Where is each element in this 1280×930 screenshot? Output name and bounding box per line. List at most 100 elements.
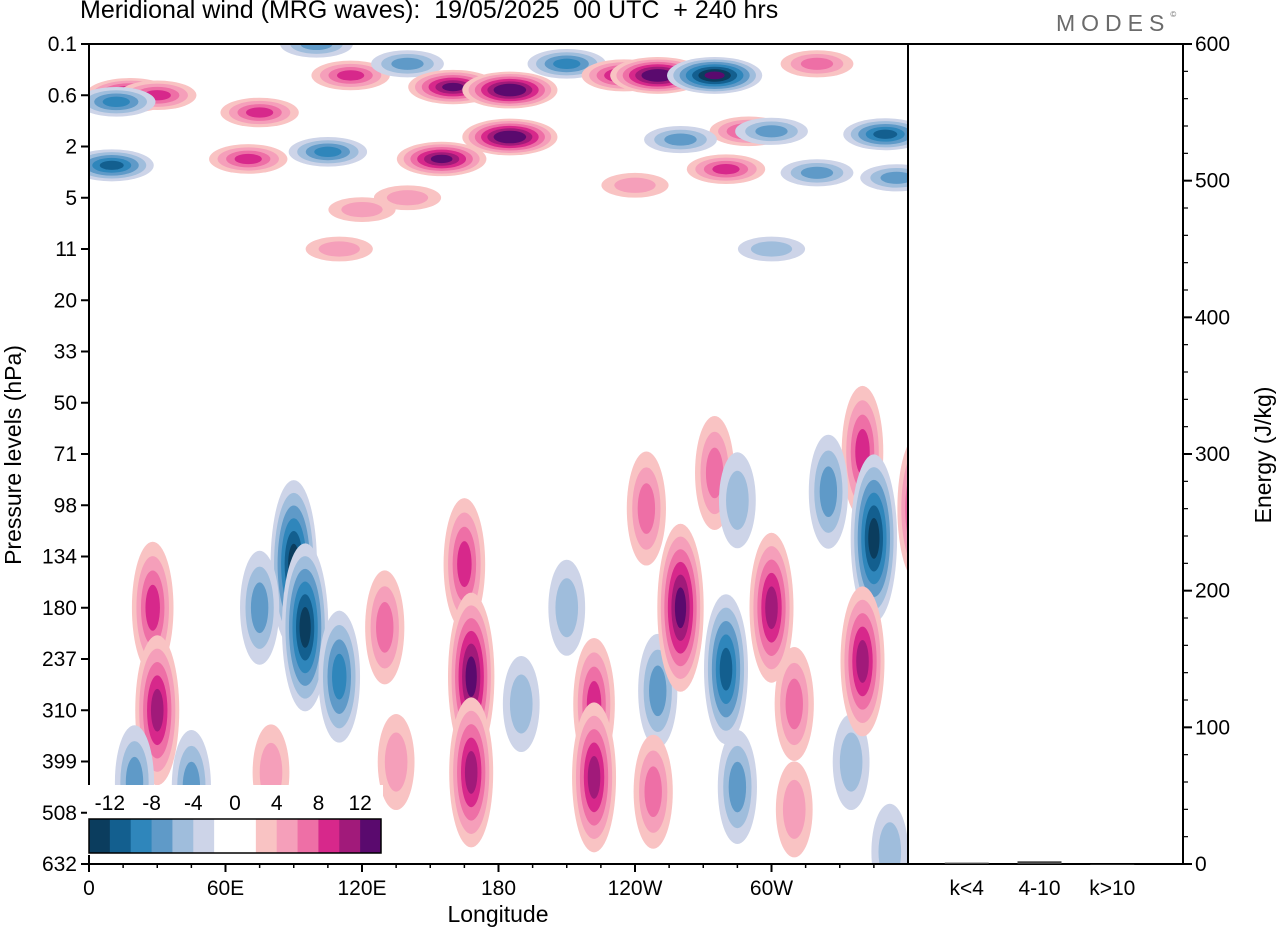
wind-contour-band — [728, 761, 747, 813]
y-tick-label: 2 — [65, 136, 77, 159]
colorbar-swatch — [297, 819, 319, 853]
colorbar-swatch — [172, 819, 194, 853]
y-tick-label: 33 — [54, 341, 77, 364]
colorbar-swatch — [318, 819, 340, 853]
wind-anomaly-cell — [328, 197, 396, 223]
wind-contour-band — [909, 474, 929, 544]
wind-contour-band — [499, 133, 520, 141]
wind-contour-band — [299, 607, 311, 648]
wind-contour-band — [245, 107, 274, 118]
wind-contour-band — [800, 57, 834, 70]
wind-contour-band — [587, 755, 601, 799]
wind-contour-band — [719, 647, 733, 691]
wind-contour-band — [785, 678, 803, 730]
wind-anomaly-cell — [548, 559, 586, 656]
wind-contour-band — [376, 602, 394, 653]
wind-contour-band — [332, 653, 347, 700]
wind-anomaly-cell — [288, 137, 368, 167]
wind-anomaly-cell — [89, 87, 156, 117]
energy-tick-label: 400 — [1195, 306, 1230, 329]
wind-contour-band — [856, 639, 869, 683]
wind-anomaly-cell — [843, 118, 908, 151]
colorbar-label: -4 — [184, 792, 203, 815]
energy-tick-label: 300 — [1195, 443, 1230, 466]
energy-tick-label: 600 — [1195, 33, 1230, 56]
energy-tick-label: 100 — [1195, 716, 1230, 739]
wind-contour-band — [386, 190, 429, 206]
wind-contour-band — [664, 133, 697, 146]
wind-contour-band — [705, 447, 724, 499]
energy-category-label: k<4 — [950, 877, 985, 900]
colorbar-label: -12 — [95, 792, 125, 815]
colorbar-swatch — [360, 819, 382, 853]
y-tick-label: 98 — [54, 494, 77, 517]
wind-anomaly-cell — [667, 57, 763, 94]
x-tick-label: 120W — [608, 877, 663, 900]
energy-tick-label: 500 — [1195, 170, 1230, 193]
wind-anomaly-cell — [572, 702, 617, 853]
colorbar-swatch — [276, 819, 299, 853]
wind-anomaly-cell — [281, 543, 329, 712]
colorbar-label: 12 — [348, 792, 371, 815]
chart-title: Meridional wind (MRG waves): 19/05/2025 … — [80, 0, 779, 24]
wind-contour-band — [839, 732, 863, 792]
y-tick-label: 0.1 — [48, 33, 77, 56]
wind-heatmap-field — [89, 44, 929, 864]
wind-contour-band — [868, 518, 880, 559]
wind-anomaly-cell — [601, 172, 669, 198]
pressure-axis: 0.1 0.6 2 5 11 20 33 50 71 98 134 180 237 310 399 508 63… — [42, 33, 89, 876]
wind-contour-band — [765, 586, 778, 630]
wind-anomaly-cell — [780, 50, 854, 78]
wind-contour-band — [509, 674, 533, 734]
wind-contour-band — [102, 96, 130, 107]
wind-contour-band — [391, 57, 424, 70]
modes-logo: MODES© — [1056, 10, 1176, 37]
wind-anomaly-cell — [371, 50, 444, 78]
wind-contour-band — [873, 129, 898, 139]
wind-contour-band — [905, 479, 908, 538]
wind-contour-band — [336, 70, 365, 81]
wind-anomaly-cell — [449, 697, 494, 848]
wind-contour-band — [442, 82, 464, 92]
wind-anomaly-cell — [633, 734, 673, 849]
wind-anomaly-cell — [832, 714, 870, 811]
energy-axis-title: Energy (J/kg) — [1250, 387, 1276, 524]
wind-anomaly-cell — [318, 610, 361, 743]
y-tick-label: 399 — [42, 751, 77, 774]
wind-contour-band — [647, 71, 668, 80]
wind-contour-band — [300, 44, 333, 51]
y-tick-label: 134 — [42, 546, 77, 569]
wind-anomaly-cell — [135, 635, 180, 786]
energy-tick-label: 200 — [1195, 580, 1230, 603]
colorbar-swatch — [151, 819, 173, 853]
wind-anomaly-cell — [626, 451, 666, 566]
wind-anomaly-cell — [775, 761, 813, 858]
wind-anomaly-cell — [89, 149, 154, 182]
colorbar-label: 8 — [313, 792, 325, 815]
wind-contour-band — [800, 166, 834, 179]
wind-contour-band — [782, 779, 806, 839]
wind-contour-band — [901, 460, 908, 557]
wind-anomaly-cell — [774, 646, 814, 761]
wind-anomaly-cell — [502, 655, 540, 752]
colorbar-swatch — [89, 819, 111, 853]
wind-contour-band — [637, 483, 656, 534]
energy-bar — [1090, 864, 1135, 865]
wind-contour-band — [674, 587, 687, 629]
x-tick-label: 180 — [481, 877, 516, 900]
wind-anomaly-cell — [209, 144, 288, 174]
y-tick-label: 632 — [42, 853, 77, 876]
colorbar-swatch — [255, 819, 278, 853]
colorbar-swatch — [109, 819, 132, 853]
wind-contour-band — [553, 58, 581, 69]
wind-contour-band — [99, 160, 124, 170]
y-tick-label: 180 — [42, 597, 77, 620]
colorbar-swatch — [235, 819, 257, 853]
wind-contour-band — [913, 487, 926, 530]
wind-contour-band — [755, 125, 788, 138]
y-axis-title: Pressure levels (hPa) — [0, 345, 26, 565]
wind-contour-band — [457, 541, 472, 588]
wind-anomaly-cell — [717, 730, 757, 845]
y-tick-label: 50 — [54, 392, 77, 415]
